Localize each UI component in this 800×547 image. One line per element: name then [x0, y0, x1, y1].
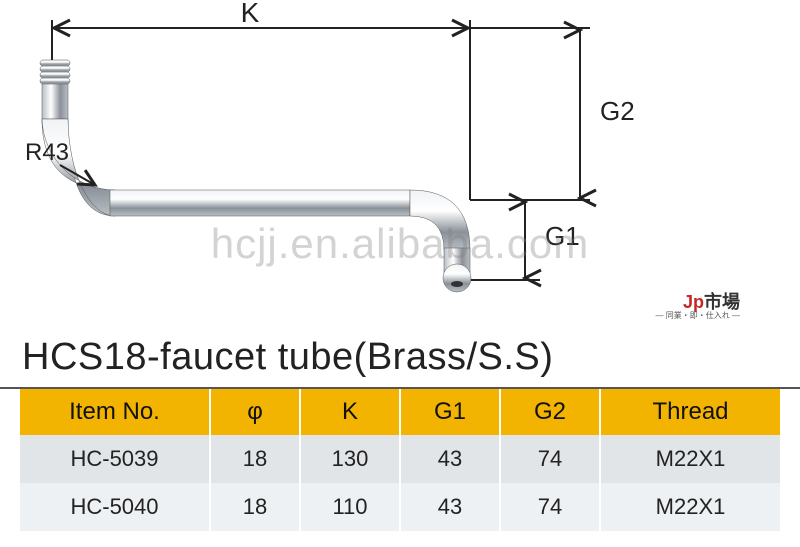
table-row: HC-5039 18 130 43 74 M22X1	[20, 435, 780, 483]
outlet-hole	[451, 281, 463, 287]
cell: HC-5040	[20, 483, 210, 531]
tube-vert-top	[42, 84, 68, 124]
tube-outlet	[443, 264, 471, 292]
diagram-area: K G2 G1 R43 hcj	[0, 0, 800, 330]
col-header: φ	[210, 389, 300, 435]
table-row: HC-5040 18 110 43 74 M22X1	[20, 483, 780, 531]
cell: HC-5039	[20, 435, 210, 483]
cell: 43	[400, 435, 500, 483]
cell: 18	[210, 483, 300, 531]
table-header-row: Item No. φ K G1 G2 Thread	[20, 389, 780, 435]
title-block: HCS18-faucet tube(Brass/S.S)	[0, 330, 800, 389]
col-header: G2	[500, 389, 600, 435]
dim-label-k: K	[241, 0, 260, 28]
cell: M22X1	[600, 483, 780, 531]
cell: 110	[300, 483, 400, 531]
dim-label-g1: G1	[545, 221, 580, 251]
col-header: K	[300, 389, 400, 435]
tube-thread	[40, 60, 70, 84]
cell: 43	[400, 483, 500, 531]
cell: 74	[500, 435, 600, 483]
page-title: HCS18-faucet tube(Brass/S.S)	[22, 336, 778, 379]
tube-horiz	[110, 190, 410, 216]
cell: 130	[300, 435, 400, 483]
cell: M22X1	[600, 435, 780, 483]
branding-sub: — 同業・即・仕入れ —	[656, 310, 740, 321]
dim-label-g2: G2	[600, 96, 635, 126]
branding-rest: 市場	[704, 292, 740, 312]
cell: 18	[210, 435, 300, 483]
col-header: G1	[400, 389, 500, 435]
branding-prefix: Jp	[683, 292, 704, 312]
tube-bend-2	[410, 190, 470, 250]
col-header: Item No.	[20, 389, 210, 435]
spec-table: Item No. φ K G1 G2 Thread HC-5039 18 130…	[20, 389, 780, 531]
tube-diagram: K G2 G1 R43	[0, 0, 800, 330]
cell: 74	[500, 483, 600, 531]
col-header: Thread	[600, 389, 780, 435]
tube-bend-1b	[42, 119, 115, 216]
dim-label-r: R43	[25, 139, 69, 166]
